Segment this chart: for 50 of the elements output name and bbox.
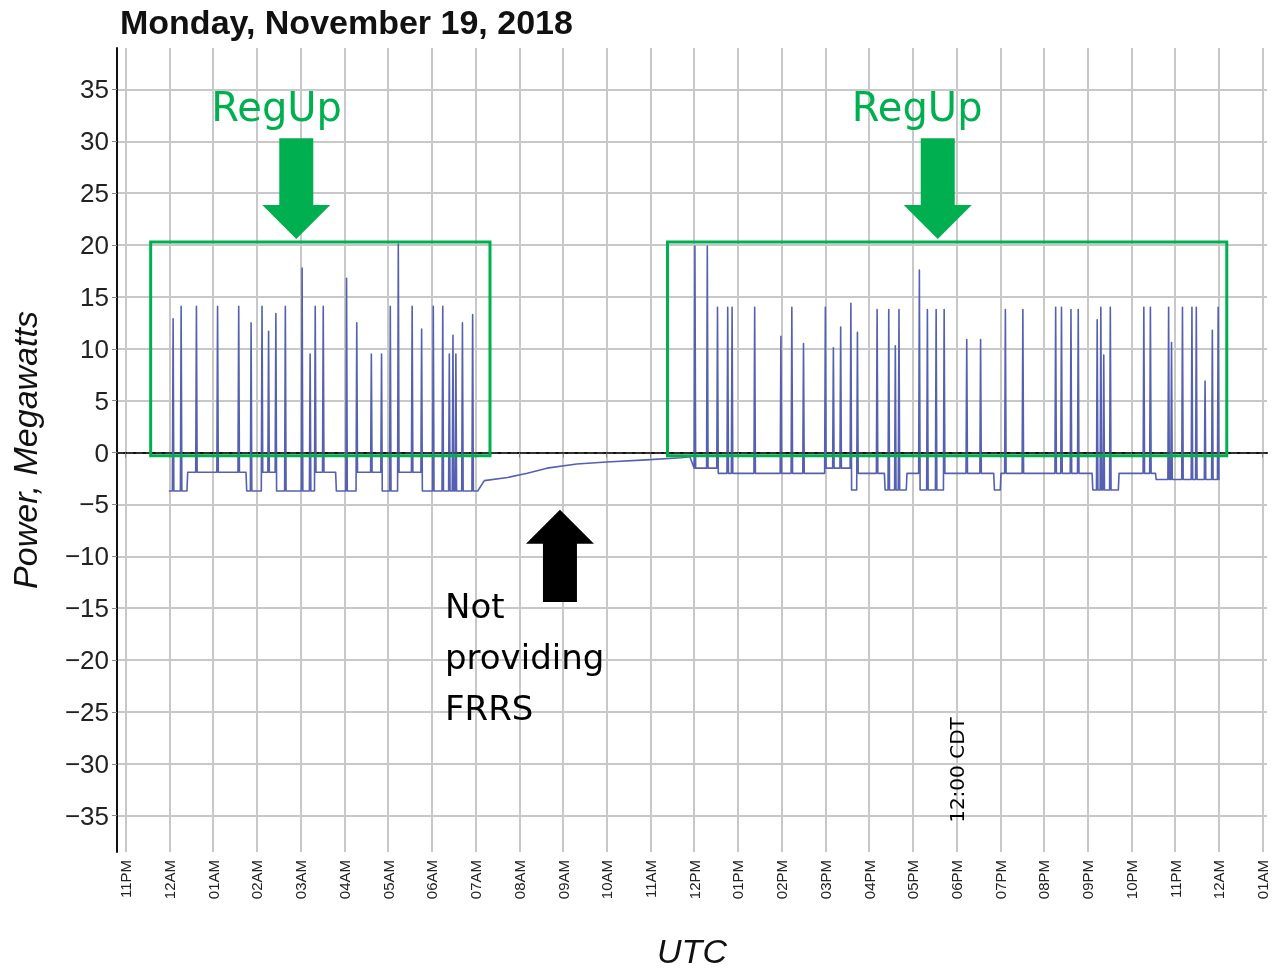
x-tick-label: 05PM — [904, 860, 922, 900]
annotation: RegUp — [851, 84, 983, 131]
x-tick-label: 06PM — [948, 860, 966, 900]
x-tick-label: 07AM — [467, 860, 485, 900]
x-tick-label: 03PM — [816, 860, 834, 900]
x-tick-label: 02PM — [773, 860, 791, 900]
x-tick-label: 04AM — [335, 860, 353, 900]
y-tick-label: 35 — [80, 74, 109, 105]
y-tick-label: −30 — [64, 748, 109, 779]
y-tick-label: 20 — [80, 230, 109, 261]
annotation: Not providing FRRS — [444, 585, 616, 728]
y-tick-label: −20 — [64, 645, 109, 676]
x-tick-label: 11AM — [641, 860, 659, 899]
y-tick-label: 25 — [80, 178, 109, 209]
x-tick-label: 03AM — [292, 860, 310, 900]
x-tick-label: 04PM — [860, 860, 878, 900]
y-tick-label: 0 — [94, 437, 109, 468]
x-tick-label: 01AM — [204, 860, 222, 900]
x-tick-label: 12AM — [1210, 860, 1228, 900]
x-tick-label: 06AM — [423, 860, 441, 900]
x-tick-label: 01PM — [729, 860, 747, 900]
annotation: 12:00 CDT — [944, 716, 969, 823]
y-tick-label: −5 — [79, 489, 109, 520]
y-tick-label: −15 — [64, 593, 109, 624]
y-tick-label: 10 — [80, 333, 109, 364]
annotation: RegUp — [211, 84, 342, 131]
x-tick-label: 11PM — [1166, 860, 1184, 899]
x-tick-label: 01AM — [1254, 860, 1272, 900]
x-tick-label: 08PM — [1035, 860, 1053, 900]
y-tick-label: −10 — [64, 541, 109, 572]
y-tick-label: 15 — [80, 281, 109, 312]
y-tick-label: −25 — [64, 696, 109, 727]
y-tick-label: −35 — [64, 800, 109, 831]
x-tick-label: 08AM — [510, 860, 528, 900]
x-tick-label: 10PM — [1122, 860, 1140, 900]
line-series — [168, 243, 1220, 492]
x-tick-label: 11PM — [117, 860, 135, 899]
chart-title: Monday, November 19, 2018 — [120, 3, 573, 41]
x-tick-label: 09AM — [554, 860, 572, 900]
x-tick-label: 02AM — [248, 860, 266, 900]
y-tick-label: 5 — [94, 385, 109, 416]
x-tick-label: 05AM — [379, 860, 397, 900]
x-tick-label: 07PM — [991, 860, 1009, 900]
y-tick-label: 30 — [80, 126, 109, 157]
x-tick-label: 12AM — [160, 860, 178, 900]
x-tick-label: 10AM — [598, 860, 616, 900]
x-tick-label: 12PM — [685, 860, 703, 900]
x-axis-title: UTC — [657, 932, 728, 970]
y-axis-title: Power, Megawatts — [6, 311, 44, 589]
x-tick-label: 09PM — [1079, 860, 1097, 900]
